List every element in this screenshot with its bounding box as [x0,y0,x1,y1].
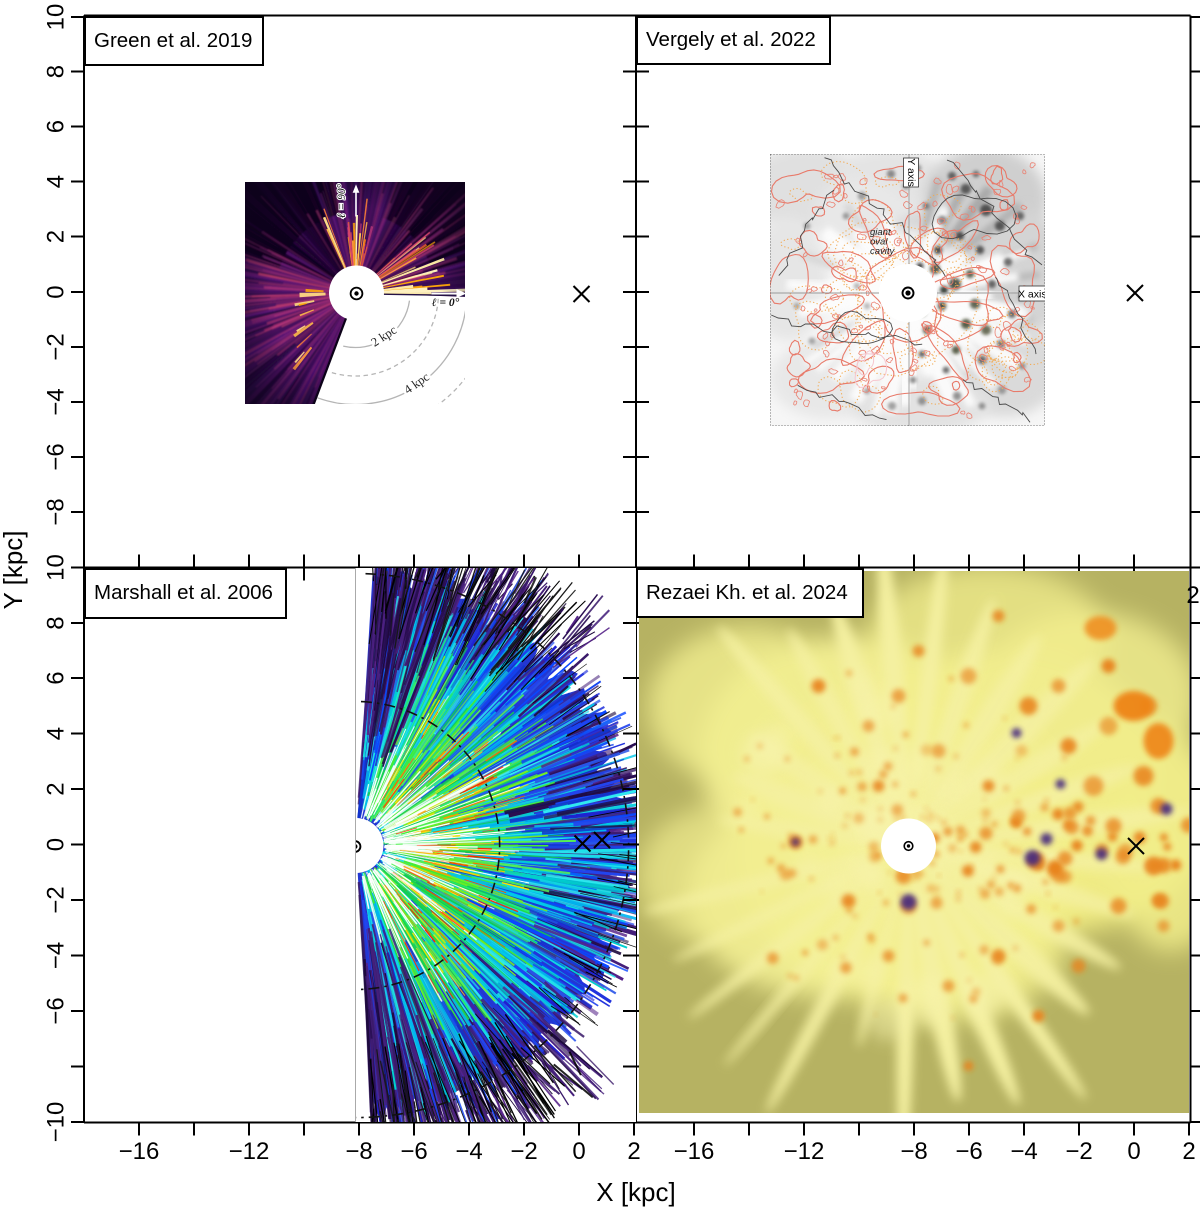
svg-text:−4: −4 [42,942,69,969]
svg-text:10: 10 [42,554,69,581]
svg-text:0: 0 [42,838,69,851]
svg-text:−6: −6 [42,997,69,1024]
svg-text:4: 4 [42,727,69,740]
svg-text:2: 2 [42,782,69,795]
svg-text:ℓ = 90°: ℓ = 90° [336,183,348,218]
svg-text:0: 0 [1127,1138,1140,1165]
svg-text:−16: −16 [674,1138,715,1165]
svg-text:2: 2 [42,230,69,243]
svg-text:6: 6 [42,671,69,684]
svg-text:−6: −6 [400,1138,427,1165]
svg-text:X axis: X axis [1018,289,1045,301]
svg-text:2: 2 [627,1138,640,1165]
svg-text:−6: −6 [42,443,69,470]
svg-text:−8: −8 [900,1138,927,1165]
svg-text:−6: −6 [955,1138,982,1165]
svg-text:10: 10 [42,4,69,31]
svg-text:8: 8 [42,616,69,629]
svg-text:2: 2 [1182,1138,1195,1165]
svg-text:4: 4 [42,175,69,188]
svg-text:2: 2 [1186,582,1199,609]
svg-text:−2: −2 [510,1138,537,1165]
svg-text:6: 6 [42,120,69,133]
svg-text:−8: −8 [42,498,69,525]
svg-text:−16: −16 [119,1138,160,1165]
svg-text:ℓ = 0°: ℓ = 0° [432,297,460,309]
svg-text:−4: −4 [42,388,69,415]
svg-text:−2: −2 [1065,1138,1092,1165]
svg-text:−2: −2 [42,886,69,913]
svg-text:−2: −2 [42,333,69,360]
svg-text:Y [kpc]: Y [kpc] [0,530,28,609]
svg-text:−4: −4 [455,1138,482,1165]
svg-text:−12: −12 [784,1138,825,1165]
svg-text:X [kpc]: X [kpc] [596,1177,675,1207]
svg-text:Y axis: Y axis [905,158,917,186]
svg-text:0: 0 [42,285,69,298]
svg-text:0: 0 [572,1138,585,1165]
svg-text:8: 8 [42,65,69,78]
svg-text:−8: −8 [345,1138,372,1165]
svg-text:−10: −10 [42,1102,69,1143]
svg-text:−4: −4 [1010,1138,1037,1165]
svg-text:−12: −12 [229,1138,270,1165]
